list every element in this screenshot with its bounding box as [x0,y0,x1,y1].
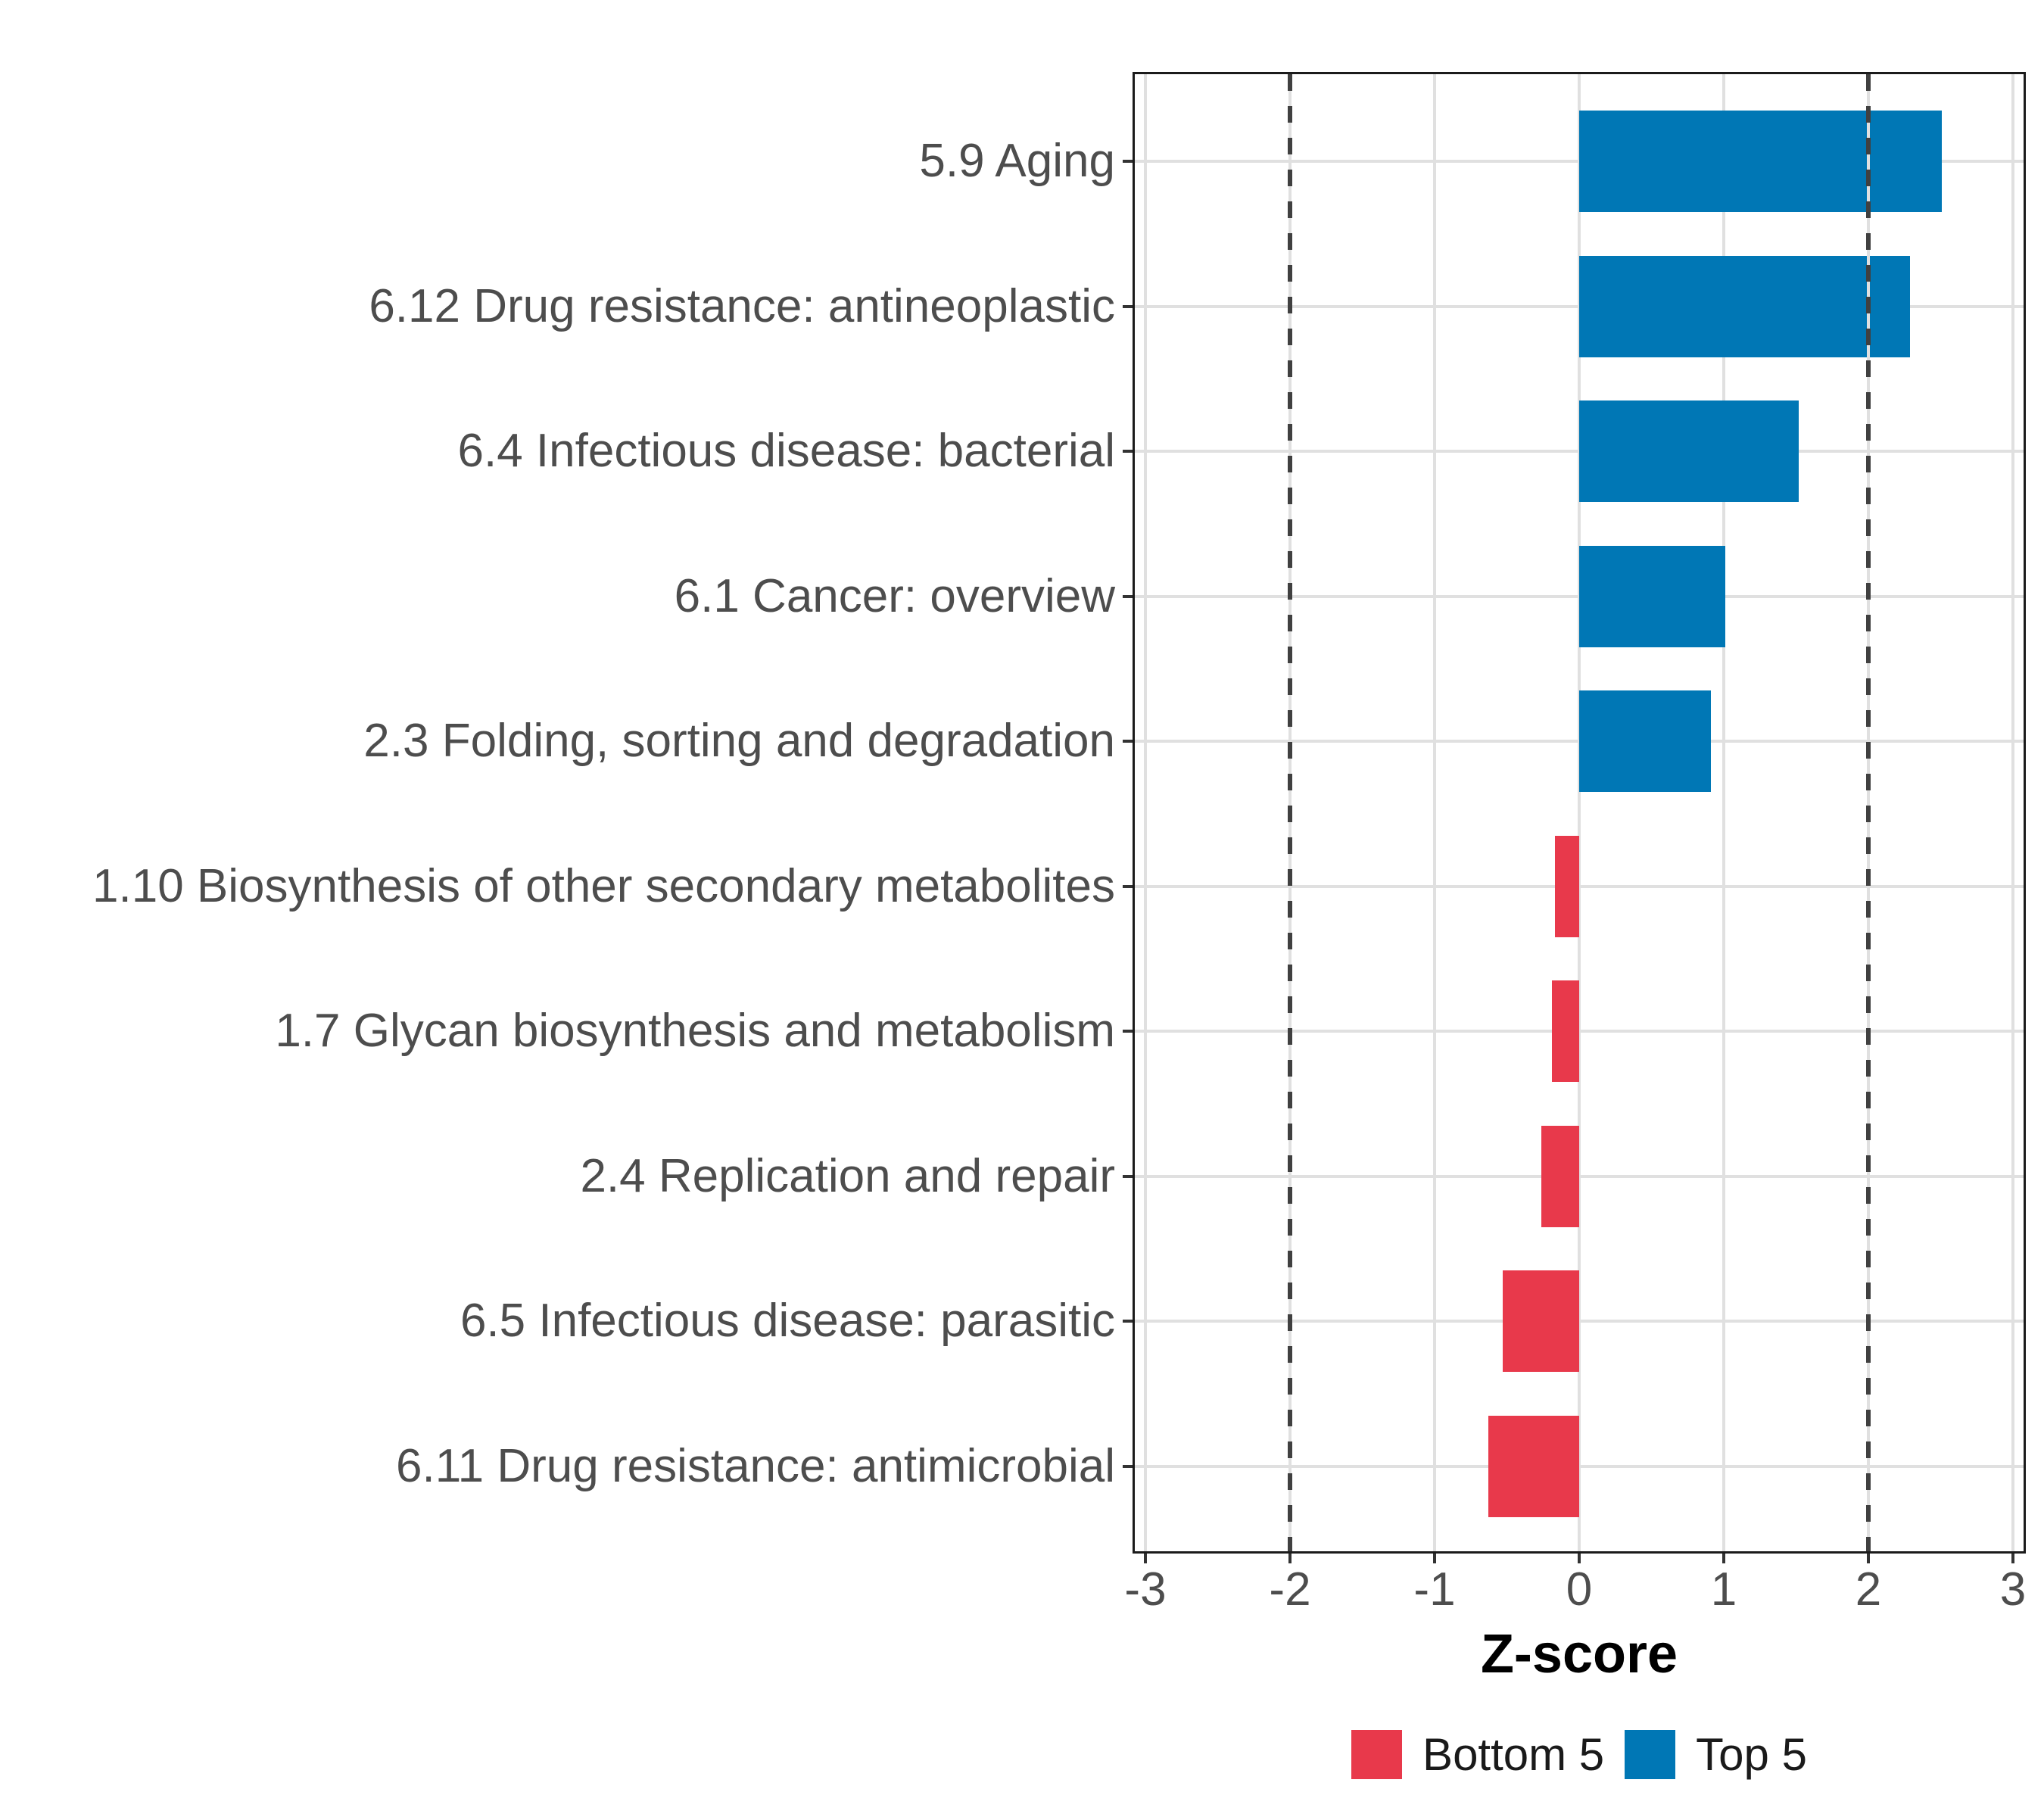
bar-5 [1579,690,1711,792]
gridline-horizontal [1135,1464,2024,1468]
y-axis-label: 2.4 Replication and repair [580,1149,1115,1202]
x-axis-tick [1144,1551,1147,1563]
reference-line-dashed [1866,74,1871,1551]
gridline-vertical [2011,74,2014,1551]
x-axis-tick-label: -2 [1269,1563,1311,1616]
y-axis-label: 1.10 Biosynthesis of other secondary met… [92,859,1115,912]
y-axis-tick [1123,450,1135,453]
y-axis-tick [1123,884,1135,888]
x-axis-tick [1867,1551,1870,1563]
x-axis-tick [1578,1551,1581,1563]
y-axis-label: 2.3 Folding, sorting and degradation [363,715,1115,767]
legend-item-top5: Top 5 [1625,1730,1807,1779]
x-axis-tick [1433,1551,1436,1563]
x-axis-title: Z-score [1480,1624,1678,1685]
bar-3 [1579,400,1799,502]
x-axis-tick-label: 0 [1566,1563,1593,1616]
y-axis-label: 6.4 Infectious disease: bacterial [457,425,1115,477]
plot-panel [1135,74,2024,1551]
gridline-vertical [1722,74,1725,1551]
legend-item-bottom5: Bottom 5 [1351,1730,1604,1779]
gridline-vertical [1578,74,1581,1551]
gridline-horizontal [1135,1320,2024,1323]
y-axis-tick [1123,1320,1135,1323]
bar-8 [1541,1125,1579,1227]
reference-line-dashed [1288,74,1292,1551]
gridline-horizontal [1135,1174,2024,1178]
bar-1 [1579,111,1943,212]
bar-6 [1554,835,1579,937]
x-axis-tick [1722,1551,1725,1563]
y-axis-tick [1123,740,1135,743]
x-axis-tick [1288,1551,1292,1563]
legend-label-bottom5: Bottom 5 [1422,1729,1605,1780]
y-axis-tick [1123,160,1135,163]
gridline-vertical [1433,74,1436,1551]
y-axis-label: 6.1 Cancer: overview [674,569,1115,622]
bar-2 [1579,255,1911,357]
y-axis-label: 5.9 Aging [919,135,1115,187]
bar-9 [1502,1270,1579,1372]
x-axis-tick-label: 3 [1999,1563,2027,1616]
gridline-vertical [1144,74,1147,1551]
x-axis-tick-label: 1 [1710,1563,1737,1616]
y-axis-label: 6.5 Infectious disease: parasitic [460,1295,1115,1347]
y-axis-tick [1123,304,1135,308]
y-axis-tick [1123,1174,1135,1178]
x-axis-tick [2011,1551,2014,1563]
gridline-horizontal [1135,884,2024,888]
x-axis-tick-label: -1 [1413,1563,1456,1616]
x-axis-tick-label: -3 [1124,1563,1167,1616]
legend-swatch-bottom5 [1351,1730,1403,1779]
x-axis-tick-label: 2 [1855,1563,1882,1616]
y-axis-label: 6.11 Drug resistance: antimicrobial [396,1439,1115,1492]
bar-10 [1488,1415,1579,1517]
y-axis-label: 6.12 Drug resistance: antineoplastic [369,279,1115,332]
y-axis-tick [1123,594,1135,598]
legend: Bottom 5 Top 5 [1135,1730,2024,1779]
legend-swatch-top5 [1625,1730,1676,1779]
legend-label-top5: Top 5 [1696,1729,1807,1780]
y-axis-label: 1.7 Glycan biosynthesis and metabolism [275,1005,1115,1057]
y-axis-tick [1123,1030,1135,1033]
y-axis-tick [1123,1464,1135,1468]
bar-4 [1579,545,1725,647]
gridline-horizontal [1135,1030,2024,1033]
bar-7 [1551,980,1579,1082]
